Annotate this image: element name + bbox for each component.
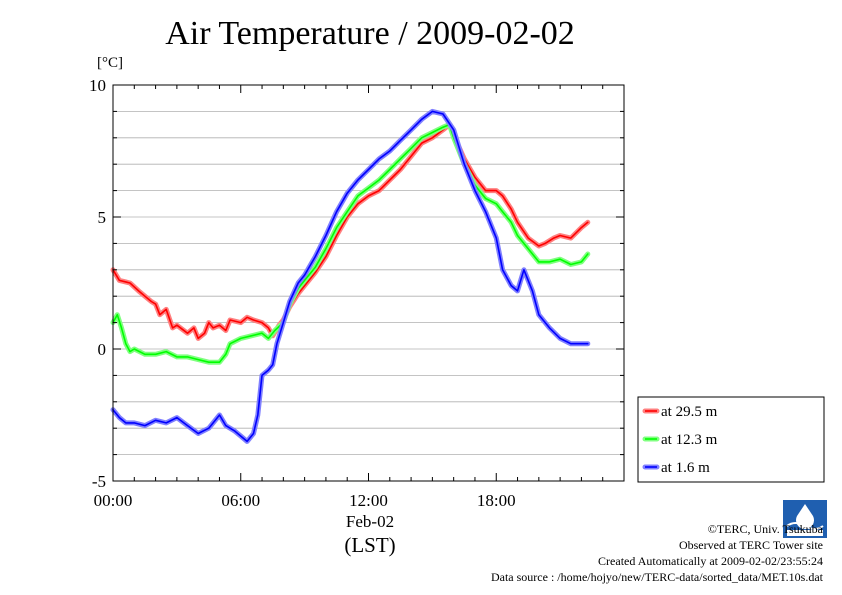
- legend-item-1: at 12.3 m: [642, 432, 718, 448]
- created-text: Created Automatically at 2009-02-02/23:5…: [598, 554, 823, 568]
- y-tick-label: 0: [98, 340, 107, 359]
- x-axis-label: (LST): [344, 533, 396, 557]
- legend-label: at 12.3 m: [661, 432, 718, 448]
- plot-frame: [112, 84, 625, 482]
- chart-title: Air Temperature / 2009-02-02: [165, 15, 575, 52]
- x-tick-label: 06:00: [221, 491, 260, 510]
- y-tick-label: 10: [89, 76, 106, 95]
- copyright-text: ©TERC, Univ. Tsukuba: [707, 522, 823, 536]
- x-tick-label: 12:00: [349, 491, 388, 510]
- x-date-label: Feb-02: [345, 512, 395, 531]
- legend: at 29.5 m at 12.3 m at 1.6 m: [637, 396, 825, 483]
- x-tick-label: 00:00: [94, 491, 133, 510]
- x-tick-label: 18:00: [477, 491, 516, 510]
- legend-item-2: at 1.6 m: [642, 460, 710, 476]
- y-tick-label: 5: [98, 208, 107, 227]
- series-band-2: [110, 108, 591, 444]
- legend-item-0: at 29.5 m: [642, 404, 718, 420]
- series-line-2: [112, 110, 589, 443]
- legend-label: at 1.6 m: [661, 460, 710, 476]
- legend-label: at 29.5 m: [661, 404, 718, 420]
- series-lines: [110, 108, 591, 444]
- source-text: Data source : /home/hojyo/new/TERC-data/…: [490, 570, 823, 584]
- terc-logo-icon: [783, 500, 827, 538]
- y-axis-unit: [°C]: [97, 55, 123, 71]
- grid-lines: [113, 111, 624, 456]
- series-line-1: [112, 123, 589, 363]
- series-line-0: [112, 123, 589, 340]
- axis-ticks: 10 5 0 -500:00 06:00 12:00 18:00: [89, 76, 625, 510]
- y-tick-label: -5: [92, 472, 106, 491]
- footer-info: ©TERC, Univ. Tsukuba Observed at TERC To…: [491, 521, 823, 585]
- observed-text: Observed at TERC Tower site: [678, 538, 823, 552]
